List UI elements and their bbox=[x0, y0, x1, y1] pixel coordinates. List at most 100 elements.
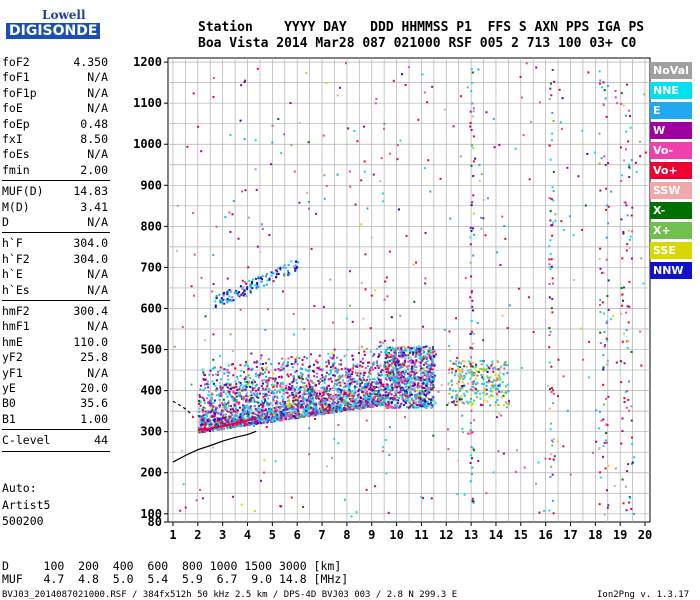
echo-point bbox=[470, 409, 473, 412]
echo-point bbox=[412, 381, 415, 384]
echo-point bbox=[265, 416, 268, 419]
echo-point bbox=[503, 361, 506, 364]
echo-point bbox=[330, 404, 333, 407]
echo-point bbox=[460, 385, 463, 388]
echo-point bbox=[551, 132, 554, 135]
echo-point bbox=[284, 407, 287, 410]
echo-point bbox=[599, 299, 602, 302]
echo-point bbox=[550, 365, 553, 368]
echo-point bbox=[556, 395, 559, 398]
echo-point bbox=[329, 372, 332, 375]
echo-point bbox=[293, 389, 296, 392]
echo-point bbox=[375, 404, 378, 407]
echo-point bbox=[233, 417, 236, 420]
echo-point bbox=[210, 422, 213, 425]
echo-point bbox=[478, 163, 481, 166]
echo-point bbox=[478, 179, 481, 182]
echo-point bbox=[285, 388, 288, 391]
echo-point bbox=[403, 404, 406, 407]
echo-point bbox=[419, 405, 422, 408]
echo-point bbox=[274, 401, 277, 404]
echo-point bbox=[198, 396, 201, 399]
echo-point bbox=[499, 366, 502, 369]
echo-point bbox=[303, 356, 306, 359]
echo-point bbox=[400, 348, 403, 351]
echo-point bbox=[630, 350, 633, 353]
y-tick-label: 1000 bbox=[133, 137, 162, 151]
echo-point bbox=[317, 397, 320, 400]
echo-point bbox=[433, 363, 436, 366]
echo-point bbox=[292, 399, 295, 402]
echo-point bbox=[606, 339, 609, 342]
echo-point bbox=[287, 416, 290, 419]
echo-point bbox=[266, 383, 269, 386]
echo-point bbox=[265, 366, 268, 369]
echo-point bbox=[263, 471, 266, 474]
echo-point bbox=[340, 404, 343, 407]
echo-point bbox=[268, 233, 271, 236]
param-label: fxI bbox=[2, 132, 23, 146]
echo-point bbox=[199, 488, 202, 491]
echo-point bbox=[260, 409, 263, 412]
echo-point bbox=[621, 417, 624, 420]
param-label: foF1 bbox=[2, 70, 30, 85]
echo-point bbox=[614, 467, 617, 470]
echo-point bbox=[432, 389, 435, 392]
echo-point bbox=[627, 229, 630, 232]
echo-point bbox=[602, 271, 605, 274]
echo-point bbox=[221, 421, 224, 424]
echo-point bbox=[343, 393, 346, 396]
echo-point bbox=[453, 374, 456, 377]
echo-point bbox=[604, 163, 607, 166]
echo-point bbox=[307, 141, 310, 144]
echo-point bbox=[621, 293, 624, 296]
echo-point bbox=[606, 359, 609, 362]
echo-point bbox=[212, 283, 215, 286]
echo-point bbox=[621, 304, 624, 307]
echo-point bbox=[232, 390, 235, 393]
echo-point bbox=[448, 344, 451, 347]
echo-point bbox=[271, 412, 274, 415]
echo-point bbox=[425, 379, 428, 382]
echo-point bbox=[209, 400, 212, 403]
echo-point bbox=[358, 406, 361, 409]
echo-point bbox=[274, 269, 277, 272]
echo-point bbox=[316, 372, 319, 375]
echo-point bbox=[261, 410, 264, 413]
echo-point bbox=[251, 415, 254, 418]
echo-point bbox=[301, 363, 304, 366]
echo-point bbox=[482, 198, 485, 201]
echo-point bbox=[349, 375, 352, 378]
echo-point bbox=[344, 374, 347, 377]
echo-point bbox=[239, 422, 242, 425]
echo-point bbox=[235, 392, 238, 395]
echo-point bbox=[255, 421, 258, 424]
echo-point bbox=[253, 421, 256, 424]
echo-point bbox=[566, 409, 569, 412]
echo-point bbox=[242, 416, 245, 419]
echo-point bbox=[387, 403, 390, 406]
echo-point bbox=[216, 428, 219, 431]
echo-point bbox=[221, 300, 224, 303]
x-tick-label: 4 bbox=[244, 528, 251, 542]
echo-point bbox=[261, 278, 264, 281]
echo-point bbox=[304, 405, 307, 408]
echo-point bbox=[408, 346, 411, 349]
echo-point bbox=[283, 272, 286, 275]
echo-point bbox=[212, 446, 215, 449]
echo-point bbox=[225, 406, 228, 409]
echo-point bbox=[456, 382, 459, 385]
echo-point bbox=[301, 415, 304, 418]
echo-point bbox=[421, 405, 424, 408]
echo-point bbox=[487, 365, 490, 368]
echo-point bbox=[551, 311, 554, 314]
echo-point bbox=[622, 299, 625, 302]
echo-point bbox=[222, 298, 225, 301]
echo-point bbox=[393, 353, 396, 356]
echo-point bbox=[598, 448, 601, 451]
echo-point bbox=[280, 376, 283, 379]
echo-point bbox=[412, 353, 415, 356]
echo-point bbox=[427, 390, 430, 393]
echo-point bbox=[212, 95, 215, 98]
echo-point bbox=[620, 179, 623, 182]
